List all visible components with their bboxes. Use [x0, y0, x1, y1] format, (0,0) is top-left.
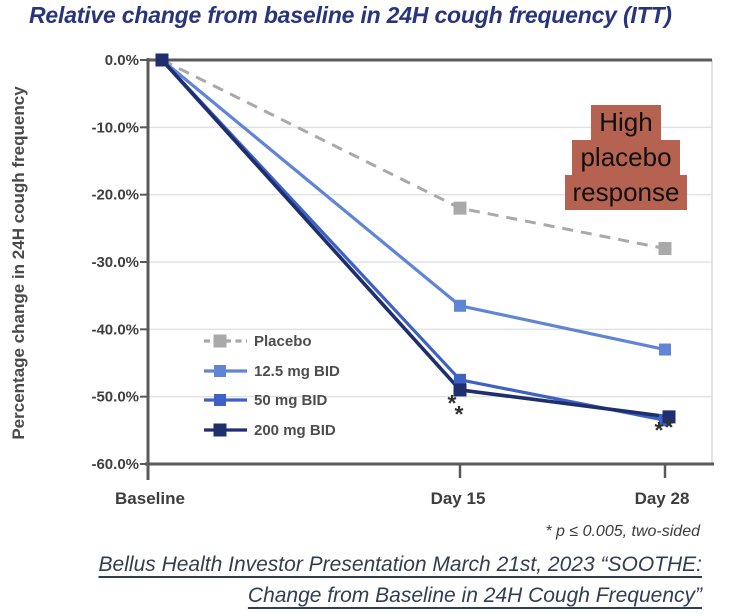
data-point-marker: [454, 299, 466, 312]
legend-swatch-marker: [213, 423, 227, 437]
citation-line-1: Bellus Health Investor Presentation Marc…: [98, 553, 702, 576]
data-point-marker: [453, 383, 467, 397]
x-tick-label: Baseline: [115, 489, 185, 508]
significance-asterisk: *: [448, 390, 457, 416]
y-tick-label: -30.0%: [91, 254, 139, 271]
y-tick-label: -40.0%: [91, 321, 139, 338]
annotation-line: placebo: [572, 140, 680, 175]
legend-label: 50 mg BID: [254, 392, 328, 409]
y-tick-label: -10.0%: [91, 119, 139, 136]
significance-asterisk: *: [455, 401, 464, 427]
x-tick-label: Day 28: [635, 489, 690, 508]
y-tick-label: -60.0%: [91, 456, 139, 473]
y-tick-label: -20.0%: [91, 187, 139, 204]
legend-swatch-marker: [213, 334, 227, 348]
citation-line-2: Change from Baseline in 24H Cough Freque…: [247, 584, 702, 607]
legend-swatch-marker: [214, 365, 226, 377]
legend-label: 12.5 mg BID: [254, 363, 340, 380]
annotation-high-placebo-response: High placebo response: [558, 105, 694, 210]
significance-footnote: * p ≤ 0.005, two-sided: [545, 523, 700, 540]
data-point-marker: [453, 201, 467, 215]
data-point-marker: [662, 410, 676, 424]
data-point-marker: [658, 242, 672, 256]
annotation-line: response: [564, 175, 688, 210]
citation: Bellus Health Investor Presentation Marc…: [12, 549, 702, 611]
data-point-marker: [155, 53, 169, 67]
x-tick-label: Day 15: [431, 489, 486, 508]
annotation-line: High: [591, 105, 661, 140]
legend-swatch-marker: [214, 394, 226, 406]
significance-asterisk: *: [655, 417, 664, 443]
chart-title: Relative change from baseline in 24H cou…: [29, 2, 672, 28]
y-tick-label: 0.0%: [105, 52, 139, 69]
legend-label: 200 mg BID: [254, 422, 336, 439]
y-tick-label: -50.0%: [91, 389, 139, 406]
significance-asterisk: *: [665, 414, 674, 440]
data-point-marker: [659, 343, 671, 356]
data-point-marker: [454, 373, 466, 386]
legend-label: Placebo: [254, 333, 312, 350]
